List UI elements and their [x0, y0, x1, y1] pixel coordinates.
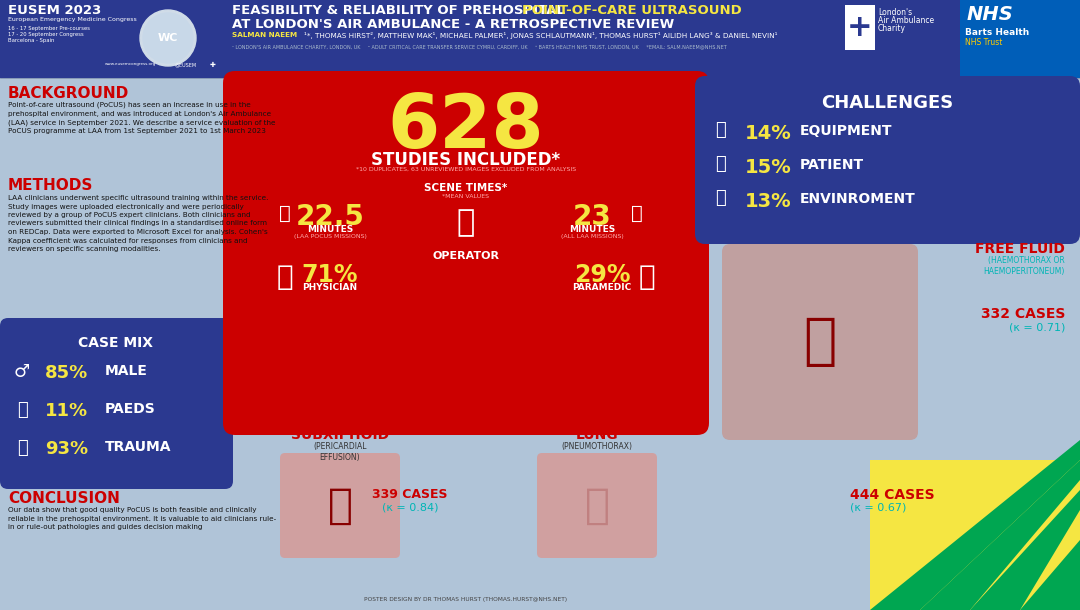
- Text: Charity: Charity: [878, 24, 906, 33]
- Text: STUDIES INCLUDED*: STUDIES INCLUDED*: [372, 151, 561, 169]
- Text: NHS Trust: NHS Trust: [966, 38, 1002, 47]
- Text: (HAEMOTHORAX OR
HAEMOPERITONEUM): (HAEMOTHORAX OR HAEMOPERITONEUM): [984, 256, 1065, 276]
- Text: 23: 23: [572, 203, 611, 231]
- Circle shape: [143, 13, 193, 63]
- Text: 🧎: 🧎: [16, 439, 27, 457]
- Text: POINT-OF-CARE ULTRASOUND: POINT-OF-CARE ULTRASOUND: [522, 4, 742, 17]
- Text: 🫁: 🫁: [327, 485, 352, 527]
- Text: ⏱: ⏱: [457, 208, 475, 237]
- Text: (PERICARDIAL
EFFUSION): (PERICARDIAL EFFUSION): [313, 442, 367, 462]
- Polygon shape: [870, 440, 1080, 610]
- Text: Point-of-care ultrasound (PoCUS) has seen an increase in use in the
prehospital : Point-of-care ultrasound (PoCUS) has see…: [8, 102, 275, 134]
- FancyBboxPatch shape: [0, 318, 233, 489]
- Text: +: +: [847, 12, 873, 41]
- Text: WC: WC: [158, 33, 178, 43]
- Text: 🚁: 🚁: [631, 204, 643, 223]
- Text: (PNEUMOTHORAX): (PNEUMOTHORAX): [562, 442, 633, 451]
- Text: 🧍: 🧍: [276, 263, 294, 291]
- Text: European Emergency Medicine Congress: European Emergency Medicine Congress: [8, 17, 137, 22]
- Text: PHYSICIAN: PHYSICIAN: [302, 283, 357, 292]
- FancyBboxPatch shape: [537, 453, 657, 558]
- Text: 🤸: 🤸: [16, 401, 27, 419]
- Bar: [845, 5, 875, 50]
- Text: ♂: ♂: [14, 363, 30, 381]
- Text: TRAUMA: TRAUMA: [105, 440, 172, 454]
- Text: EUSEM 2023: EUSEM 2023: [8, 4, 102, 17]
- Text: 29%: 29%: [573, 263, 631, 287]
- Text: (ALL LAA MISSIONS): (ALL LAA MISSIONS): [561, 234, 623, 239]
- FancyBboxPatch shape: [723, 244, 918, 440]
- Polygon shape: [920, 460, 1080, 610]
- Text: 13%: 13%: [745, 192, 792, 211]
- Text: 15%: 15%: [745, 158, 792, 177]
- Text: FREE FLUID: FREE FLUID: [975, 242, 1065, 256]
- Text: *10 DUPLICATES, 63 UNREVIEWED IMAGES EXCLUDED FROM ANALYSIS: *10 DUPLICATES, 63 UNREVIEWED IMAGES EXC…: [356, 167, 576, 172]
- Bar: [960, 0, 1080, 78]
- Text: BACKGROUND: BACKGROUND: [8, 86, 130, 101]
- Text: 16 - 17 September Pre-courses
17 - 20 September Congress
Barcelona - Spain: 16 - 17 September Pre-courses 17 - 20 Se…: [8, 26, 90, 43]
- Text: MINUTES: MINUTES: [569, 225, 616, 234]
- Text: CONCLUSION: CONCLUSION: [8, 491, 120, 506]
- Text: EQUIPMENT: EQUIPMENT: [800, 124, 892, 138]
- Text: 85%: 85%: [45, 364, 89, 382]
- Text: 14%: 14%: [745, 124, 792, 143]
- Text: (κ = 0.71): (κ = 0.71): [1009, 322, 1065, 332]
- Text: CASE MIX: CASE MIX: [79, 336, 153, 350]
- Text: PATIENT: PATIENT: [800, 158, 864, 172]
- Text: POSTER DESIGN BY DR THOMAS HURST (THOMAS.HURST@NHS.NET): POSTER DESIGN BY DR THOMAS HURST (THOMAS…: [364, 597, 568, 602]
- Text: SCENE TIMES*: SCENE TIMES*: [424, 183, 508, 193]
- Text: METHODS: METHODS: [8, 178, 93, 193]
- Text: 🫀: 🫀: [804, 315, 837, 369]
- Text: LAA clinicians underwent specific ultrasound training within the service.
Study : LAA clinicians underwent specific ultras…: [8, 195, 268, 252]
- Text: 332 CASES: 332 CASES: [981, 307, 1065, 321]
- Text: 22.5: 22.5: [296, 203, 364, 231]
- Text: ⛅: ⛅: [715, 189, 726, 207]
- FancyBboxPatch shape: [280, 453, 400, 558]
- Text: ¹*, THOMAS HIRST², MATTHEW MAK¹, MICHAEL PALMER¹, JONAS SCHLAUTMANN¹, THOMAS HUR: ¹*, THOMAS HIRST², MATTHEW MAK¹, MICHAEL…: [303, 32, 778, 39]
- Text: 🧍: 🧍: [715, 155, 726, 173]
- Text: LUNG: LUNG: [576, 428, 619, 442]
- Text: AT LONDON'S AIR AMBULANCE - A RETROSPECTIVE REVIEW: AT LONDON'S AIR AMBULANCE - A RETROSPECT…: [232, 18, 674, 31]
- Polygon shape: [970, 490, 1080, 610]
- Text: 71%: 71%: [301, 263, 359, 287]
- Text: ENVINROMENT: ENVINROMENT: [800, 192, 916, 206]
- Text: *MEAN VALUES: *MEAN VALUES: [443, 194, 489, 199]
- Text: SALMAN NAEEM: SALMAN NAEEM: [232, 32, 297, 38]
- Text: (κ = 0.84): (κ = 0.84): [381, 502, 438, 512]
- Text: ✚: ✚: [210, 62, 216, 68]
- Text: PARAMEDIC: PARAMEDIC: [572, 283, 632, 292]
- Text: 🧍: 🧍: [638, 263, 656, 291]
- Text: 11%: 11%: [45, 402, 89, 420]
- Text: FEASIBILITY & RELIABILITY OF PREHOSPITAL: FEASIBILITY & RELIABILITY OF PREHOSPITAL: [232, 4, 569, 17]
- Text: 339 CASES: 339 CASES: [373, 488, 448, 501]
- Polygon shape: [1020, 540, 1080, 610]
- Text: London's: London's: [878, 8, 913, 17]
- Text: Our data show that good quality PoCUS is both feasible and clinically
reliable i: Our data show that good quality PoCUS is…: [8, 507, 276, 530]
- Text: Barts Health: Barts Health: [966, 28, 1029, 37]
- Text: www.eusemcongress.org: www.eusemcongress.org: [105, 62, 157, 66]
- Text: ¹ LONDON'S AIR AMBULANCE CHARITY, LONDON, UK     ² ADULT CRITICAL CARE TRANSFER : ¹ LONDON'S AIR AMBULANCE CHARITY, LONDON…: [232, 44, 727, 49]
- Text: Air Ambulance: Air Ambulance: [878, 16, 934, 25]
- Text: SUBXIPHOID: SUBXIPHOID: [291, 428, 389, 442]
- Bar: [870, 460, 1080, 610]
- Text: PAEDS: PAEDS: [105, 402, 156, 416]
- Text: MINUTES: MINUTES: [307, 225, 353, 234]
- FancyBboxPatch shape: [696, 76, 1080, 244]
- Text: 💉: 💉: [715, 121, 726, 139]
- FancyBboxPatch shape: [222, 71, 708, 435]
- Text: 628: 628: [388, 91, 544, 164]
- Text: OPERATOR: OPERATOR: [432, 251, 499, 261]
- Text: @EUSEM: @EUSEM: [175, 62, 198, 67]
- Text: (κ = 0.67): (κ = 0.67): [850, 503, 906, 513]
- Text: CHALLENGES: CHALLENGES: [821, 94, 954, 112]
- Bar: [0, 0, 1080, 78]
- Text: 〰: 〰: [279, 204, 291, 223]
- Text: 🫁: 🫁: [584, 485, 609, 527]
- Circle shape: [140, 10, 195, 66]
- Text: 93%: 93%: [45, 440, 89, 458]
- Text: (LAA POCUS MISSIONS): (LAA POCUS MISSIONS): [294, 234, 366, 239]
- Text: NHS: NHS: [967, 5, 1014, 24]
- Text: 444 CASES: 444 CASES: [850, 488, 934, 502]
- Text: MALE: MALE: [105, 364, 148, 378]
